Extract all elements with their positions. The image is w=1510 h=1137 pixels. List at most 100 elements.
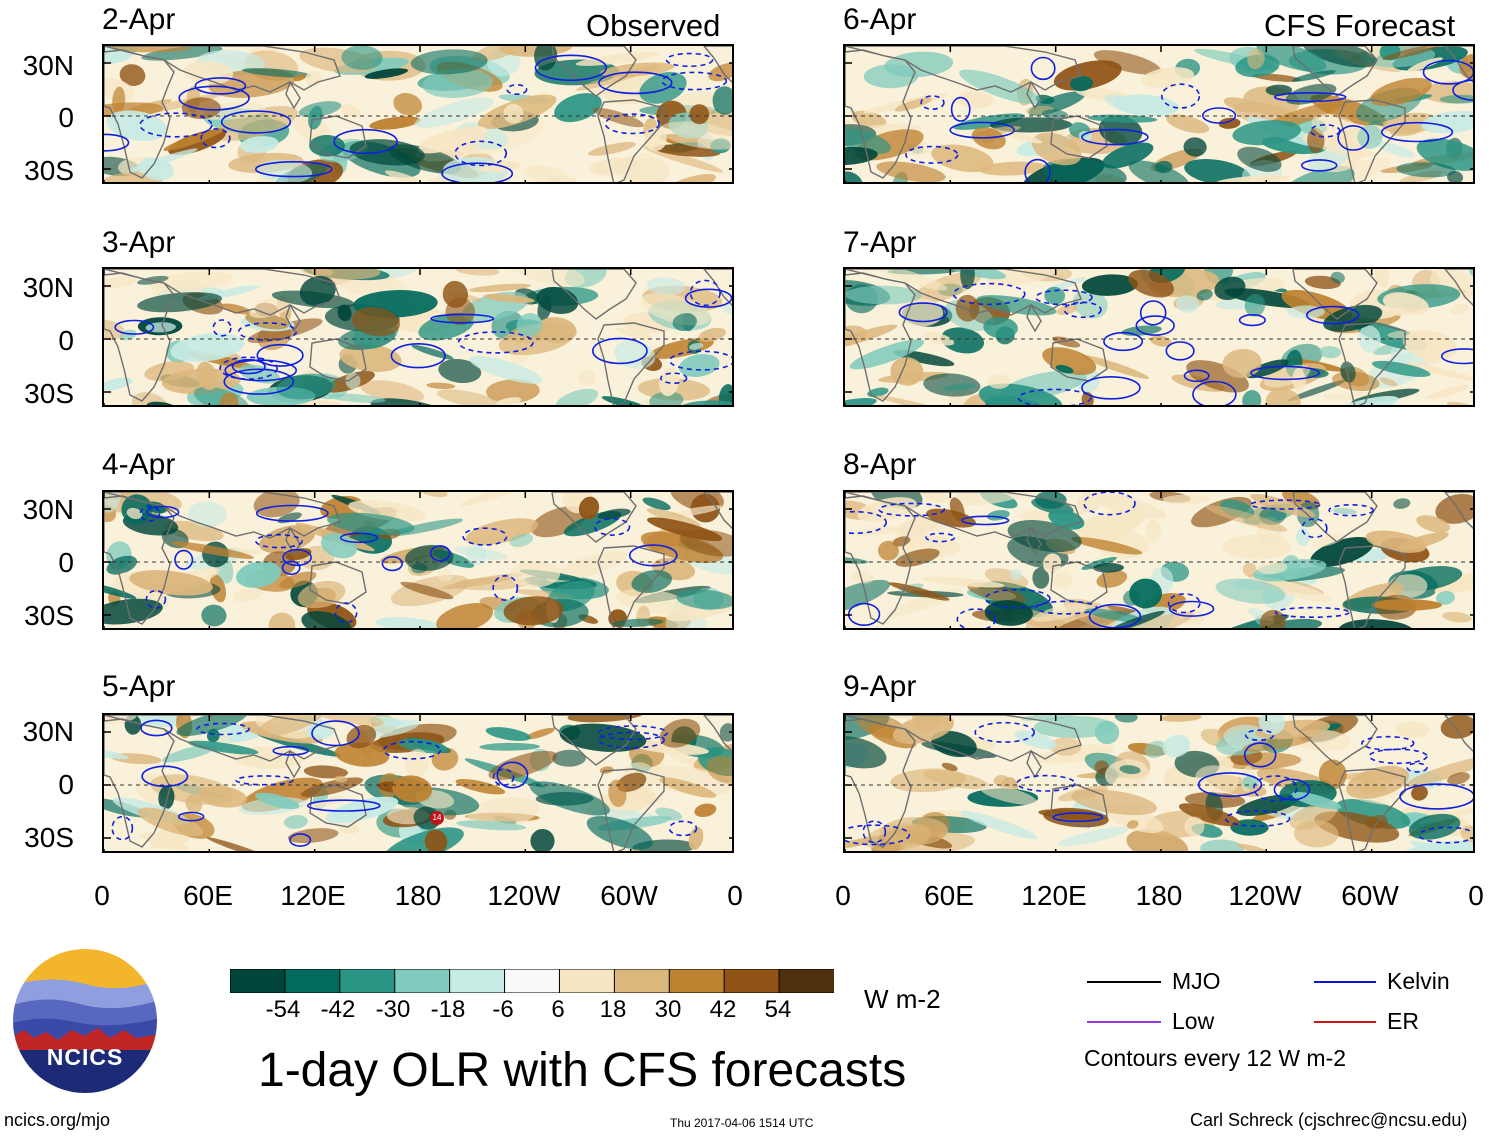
olr-anomaly-blob <box>404 544 454 571</box>
olr-anomaly-blob <box>384 170 423 182</box>
olr-anomaly-blob <box>1280 554 1301 580</box>
colorbar-swatch <box>668 968 726 994</box>
coastline <box>104 46 341 93</box>
olr-anomaly-blob <box>1392 308 1410 316</box>
olr-anomaly-blob <box>271 290 355 309</box>
map-panel-5-apr: 14 <box>102 713 734 853</box>
olr-anomaly-blob <box>438 358 482 384</box>
kelvin-contour <box>1017 388 1092 405</box>
olr-anomaly-blob <box>400 581 454 600</box>
kelvin-contour <box>1301 518 1328 539</box>
kelvin-contour <box>429 545 451 562</box>
lat-label-30s: 30S <box>24 155 74 186</box>
olr-anomaly-blob <box>1265 388 1301 405</box>
olr-anomaly-blob <box>647 517 723 542</box>
olr-anomaly-blob <box>171 541 254 559</box>
kelvin-contour <box>255 533 303 549</box>
olr-anomaly-blob <box>351 306 401 337</box>
olr-anomaly-blob <box>1250 494 1316 518</box>
lat-label-30n: 30N <box>22 272 74 303</box>
map-panel-3-apr <box>102 267 734 407</box>
olr-anomaly-blob <box>112 86 126 115</box>
olr-anomaly-blob <box>552 749 586 767</box>
footer-url: ncics.org/mjo <box>4 1110 111 1130</box>
kelvin-contour <box>223 368 295 395</box>
olr-anomaly-blob <box>1237 146 1282 172</box>
kelvin-contour <box>1024 158 1051 182</box>
olr-anomaly-blob <box>1323 304 1383 332</box>
olr-anomaly-blob <box>1291 70 1336 82</box>
olr-anomaly-blob <box>1114 715 1138 723</box>
olr-anomaly-blob <box>559 723 647 752</box>
colorbar-tick: 42 <box>709 996 737 1023</box>
olr-anomaly-blob <box>1358 325 1381 353</box>
olr-anomaly-blob <box>987 269 1057 287</box>
olr-anomaly-blob <box>1141 67 1195 88</box>
kelvin-contour <box>1139 300 1167 326</box>
olr-anomaly-blob <box>988 374 1011 389</box>
olr-anomaly-blob <box>283 815 308 829</box>
olr-anomaly-blob <box>503 103 524 124</box>
map-panel-8-apr <box>843 490 1475 630</box>
olr-anomaly-blob <box>1102 142 1154 169</box>
kelvin-contour <box>255 160 333 178</box>
lat-label-eq: 0 <box>58 769 74 800</box>
olr-anomaly-blob <box>257 715 325 737</box>
coastline <box>1338 99 1406 182</box>
olr-anomaly-blob <box>437 568 453 582</box>
olr-anomaly-blob <box>706 756 732 784</box>
olr-anomaly-blob <box>923 770 989 790</box>
coastline <box>1444 269 1473 306</box>
olr-anomaly-blob <box>669 505 723 518</box>
colorbar-tick: 6 <box>551 996 565 1023</box>
kelvin-contour <box>306 799 381 812</box>
kelvin-contour <box>1274 606 1350 618</box>
olr-anomaly-blob <box>310 269 334 276</box>
olr-anomaly-blob <box>309 134 345 157</box>
olr-anomaly-blob <box>307 715 385 726</box>
olr-anomaly-blob <box>640 531 724 564</box>
colorbar-swatch <box>229 968 286 994</box>
legend-line-kelvin <box>1314 981 1376 983</box>
olr-anomaly-blob <box>308 796 343 810</box>
olr-anomaly-blob <box>201 604 227 627</box>
olr-anomaly-blob <box>369 116 421 130</box>
coastline <box>845 46 1082 93</box>
olr-anomaly-blob <box>279 571 317 589</box>
olr-anomaly-blob <box>188 740 259 755</box>
olr-anomaly-blob <box>456 820 527 831</box>
olr-anomaly-blob <box>1408 813 1461 840</box>
main-title: 1-day OLR with CFS forecasts <box>258 1044 907 1097</box>
olr-anomaly-blob <box>1371 599 1442 611</box>
coastline <box>1026 303 1042 333</box>
kelvin-contour <box>255 504 329 522</box>
kelvin-contour <box>178 85 250 111</box>
coastline <box>597 99 665 182</box>
olr-anomaly-blob <box>1396 162 1456 178</box>
olr-anomaly-blob <box>187 501 227 528</box>
olr-anomaly-blob <box>688 826 704 850</box>
kelvin-contour <box>111 815 134 841</box>
olr-anomaly-blob <box>235 561 282 588</box>
olr-anomaly-blob <box>850 110 887 128</box>
olr-anomaly-blob <box>467 796 540 829</box>
colorbar-tick: -6 <box>492 996 514 1023</box>
lat-label-30n: 30N <box>22 494 74 525</box>
coastline <box>104 269 341 316</box>
olr-anomaly-blob <box>1070 75 1093 92</box>
olr-anomaly-blob <box>1183 137 1207 157</box>
olr-anomaly-blob <box>213 105 298 142</box>
olr-anomaly-blob <box>1175 295 1200 313</box>
olr-anomaly-blob <box>418 126 488 154</box>
kelvin-contour <box>272 745 309 756</box>
olr-anomaly-blob <box>941 327 985 354</box>
olr-anomaly-blob <box>442 280 469 308</box>
kelvin-contour <box>145 589 167 609</box>
coastline <box>1338 768 1406 851</box>
kelvin-contour <box>1135 315 1175 336</box>
lat-label-eq: 0 <box>58 102 74 133</box>
olr-anomaly-blob <box>554 93 602 123</box>
olr-anomaly-blob <box>1032 567 1050 589</box>
olr-anomaly-blob <box>876 395 952 405</box>
olr-anomaly-blob <box>276 373 336 400</box>
